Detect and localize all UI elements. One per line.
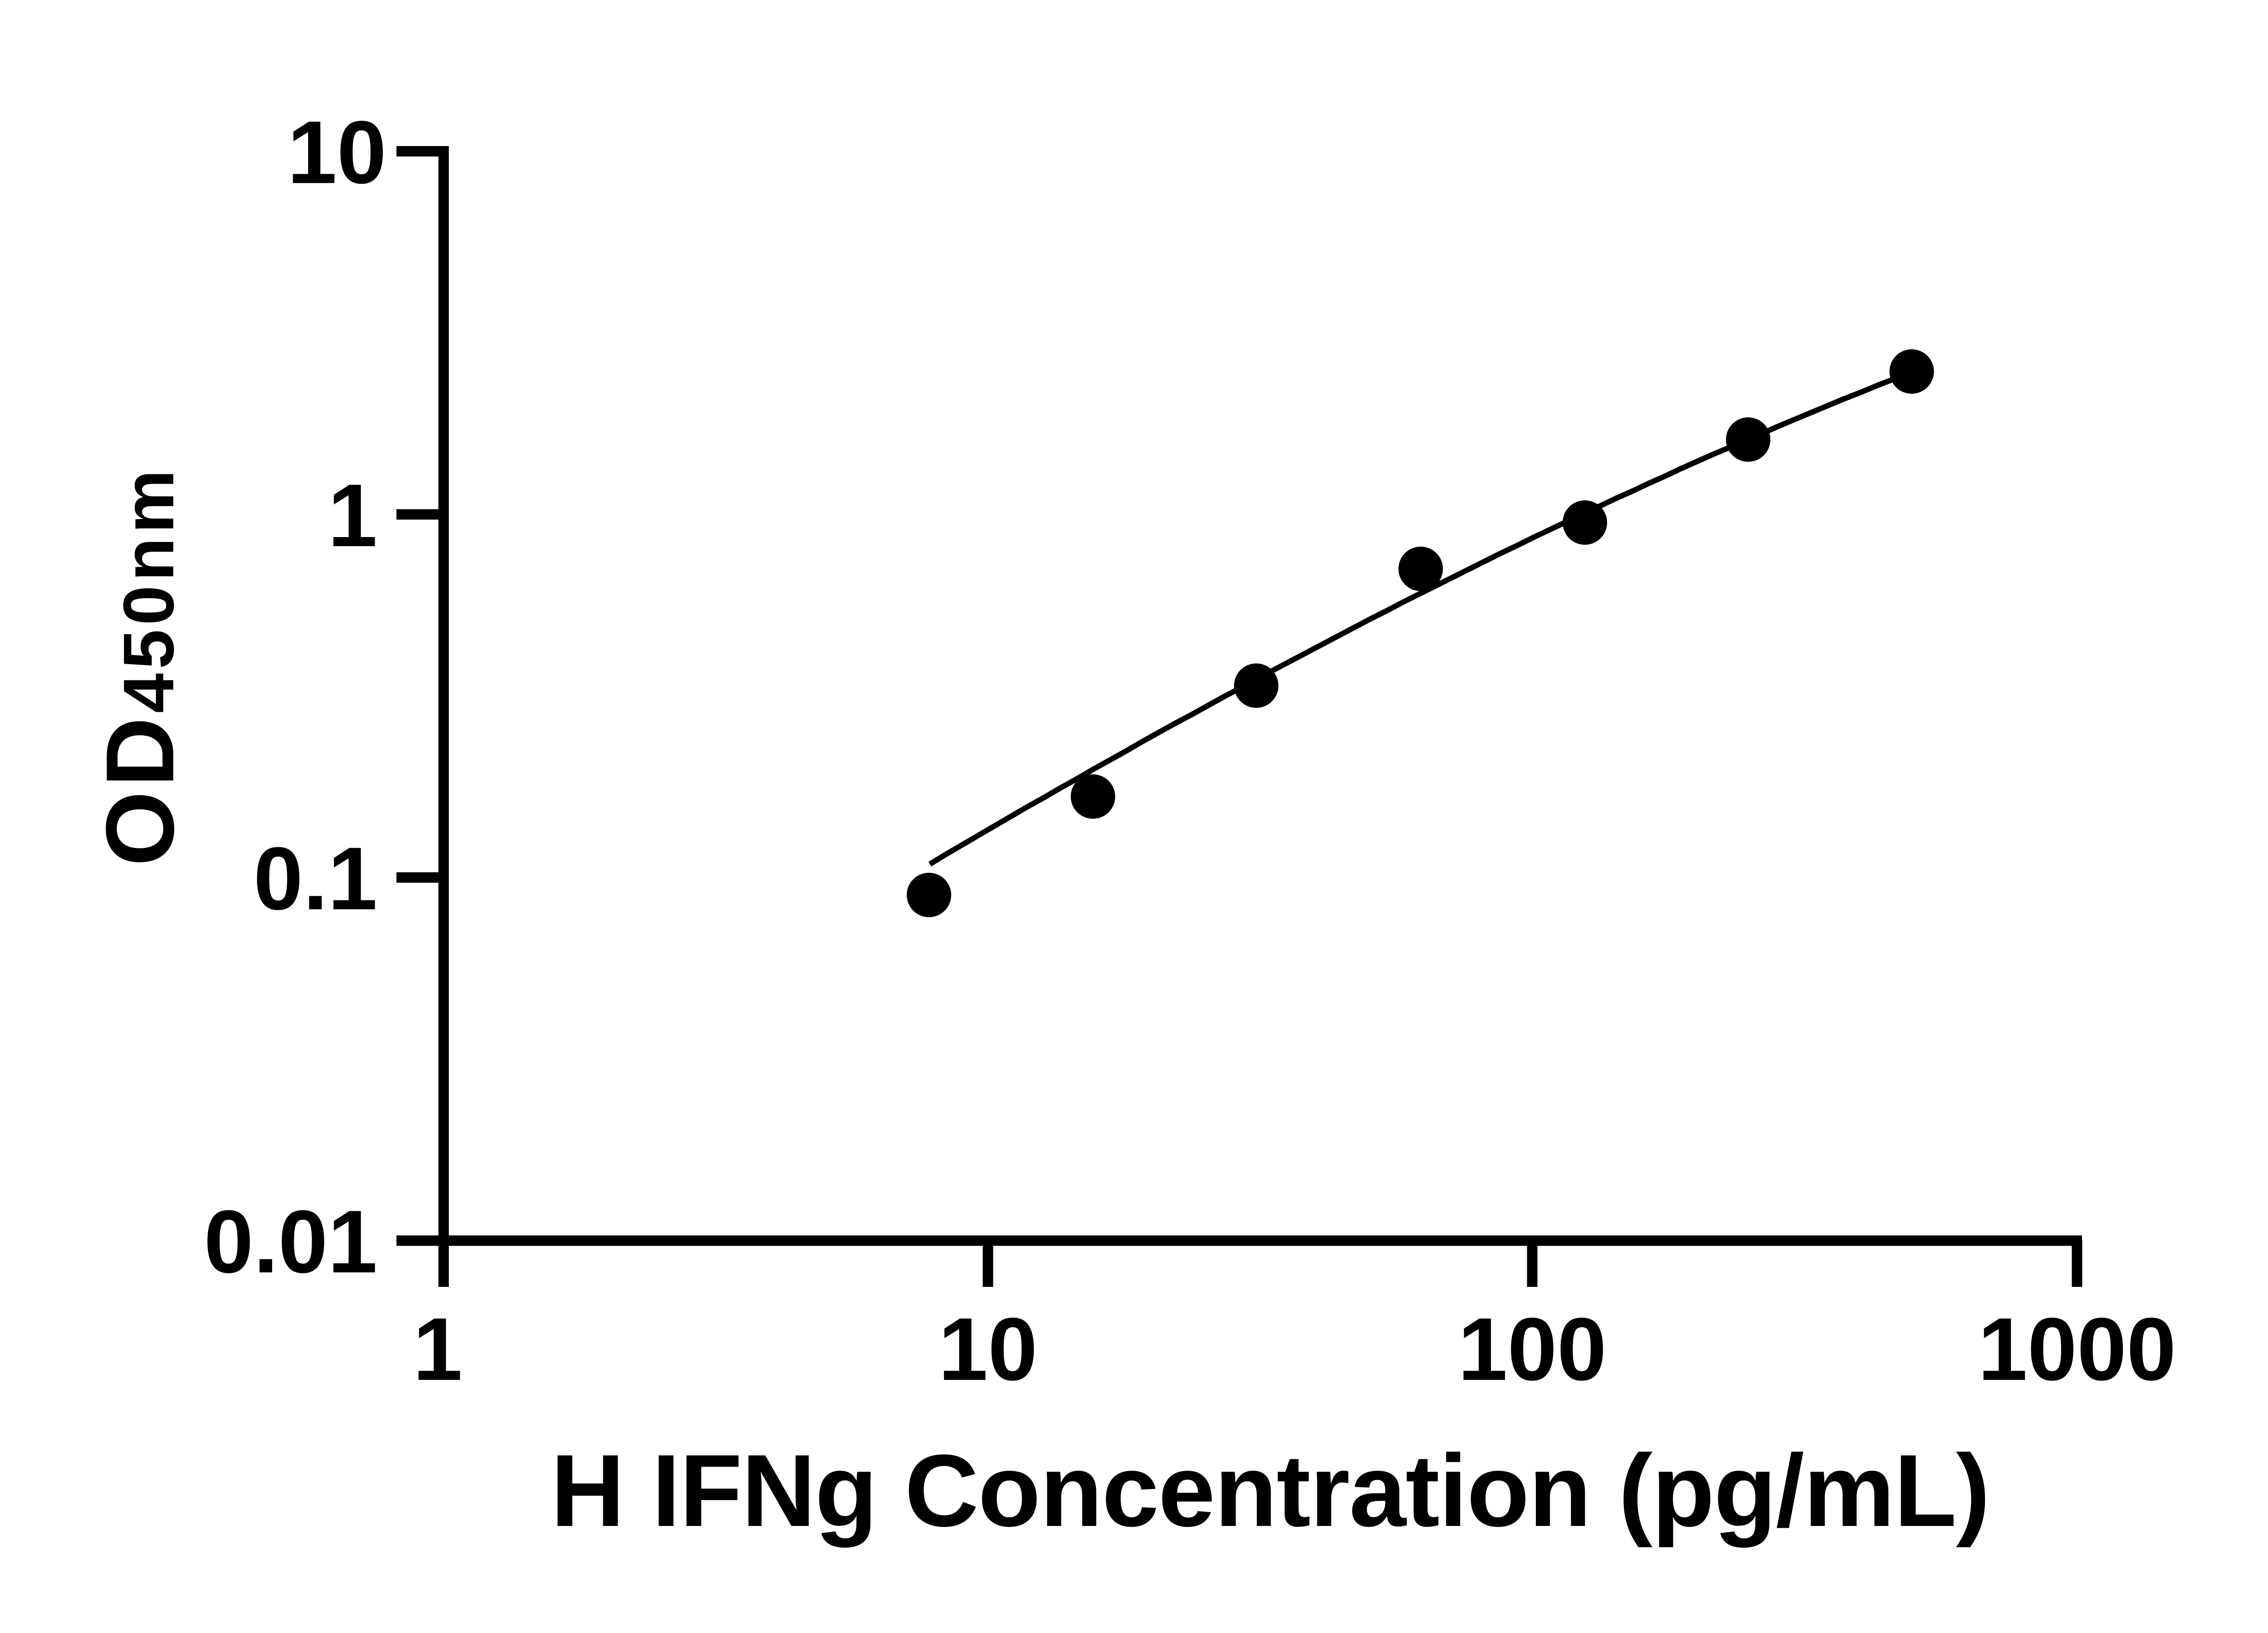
svg-text:1: 1 — [328, 465, 377, 565]
svg-text:1000: 1000 — [1978, 1299, 2176, 1399]
svg-text:100: 100 — [1458, 1299, 1607, 1399]
svg-text:10: 10 — [287, 103, 386, 202]
svg-text:0.1: 0.1 — [254, 829, 377, 929]
svg-text:H IFNg Concentration (pg/mL): H IFNg Concentration (pg/mL) — [551, 1433, 1989, 1548]
svg-text:10: 10 — [938, 1299, 1038, 1399]
svg-text:1: 1 — [413, 1299, 462, 1399]
svg-text:0.01: 0.01 — [204, 1192, 377, 1291]
svg-text:OD450nm: OD450nm — [86, 465, 194, 866]
